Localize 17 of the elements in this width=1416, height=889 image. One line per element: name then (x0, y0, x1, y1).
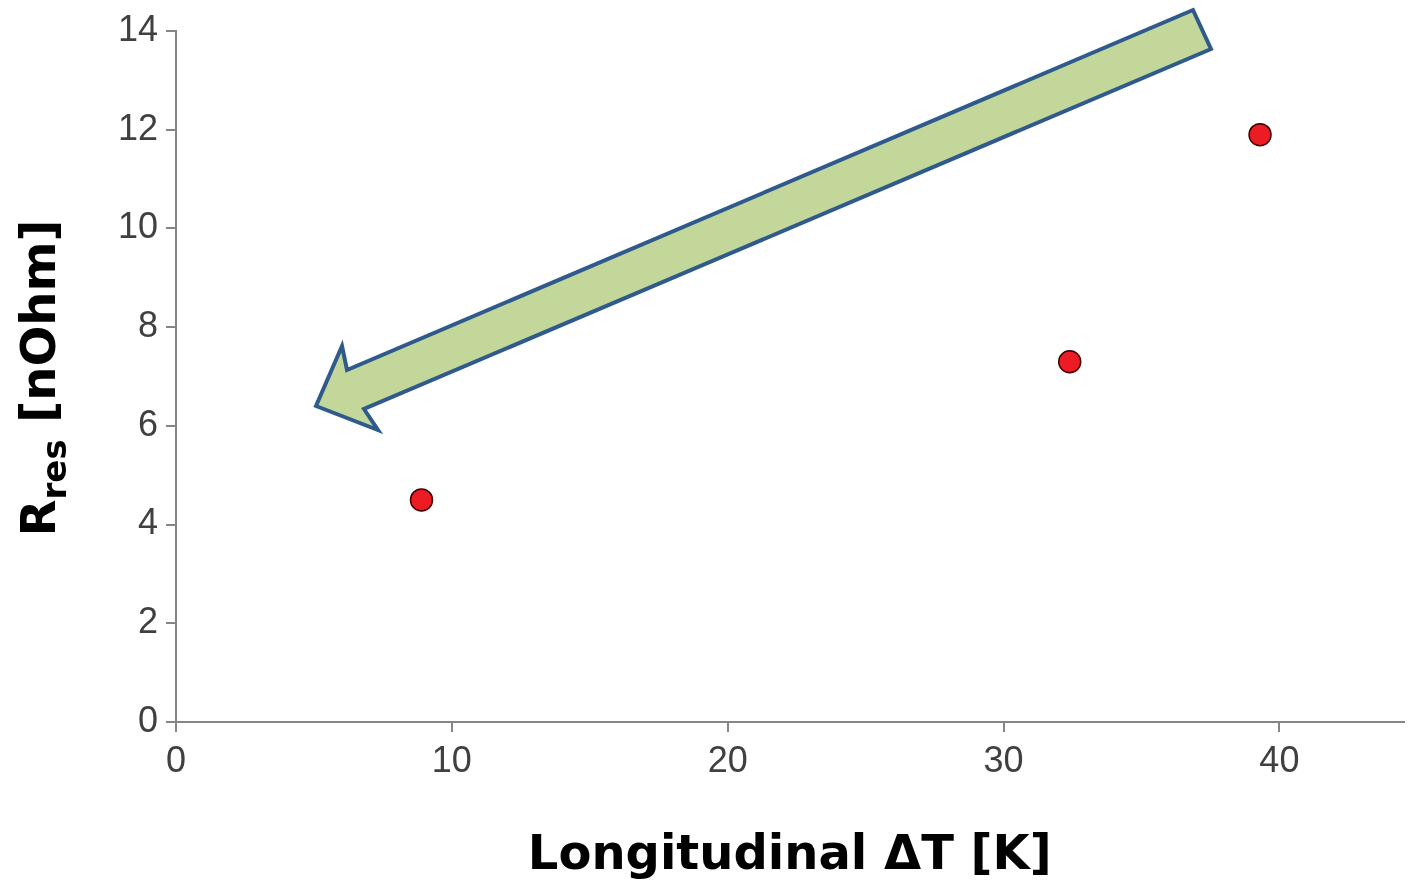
point (1057, 349, 1082, 374)
y-tick-label: 2 (137, 600, 158, 642)
y-tick-label: 6 (137, 402, 158, 444)
y-tick-label: 14 (117, 7, 158, 49)
x-tick-label: 30 (983, 738, 1024, 780)
y-tick-label: 10 (117, 205, 158, 247)
x-tick-label: 20 (707, 738, 748, 780)
y-tick-label: 4 (137, 501, 158, 543)
x-axis-title: Longitudinal ΔT [K] (527, 823, 1052, 880)
x-tick-label: 0 (165, 738, 187, 780)
y-tick-label: 0 (137, 698, 158, 740)
point (409, 488, 434, 512)
y-tick-label: 12 (117, 106, 158, 148)
y-tick-label: 8 (137, 304, 158, 346)
x-tick-label: 40 (1259, 738, 1300, 780)
point (1248, 122, 1272, 147)
x-tick-label: 10 (431, 738, 472, 780)
